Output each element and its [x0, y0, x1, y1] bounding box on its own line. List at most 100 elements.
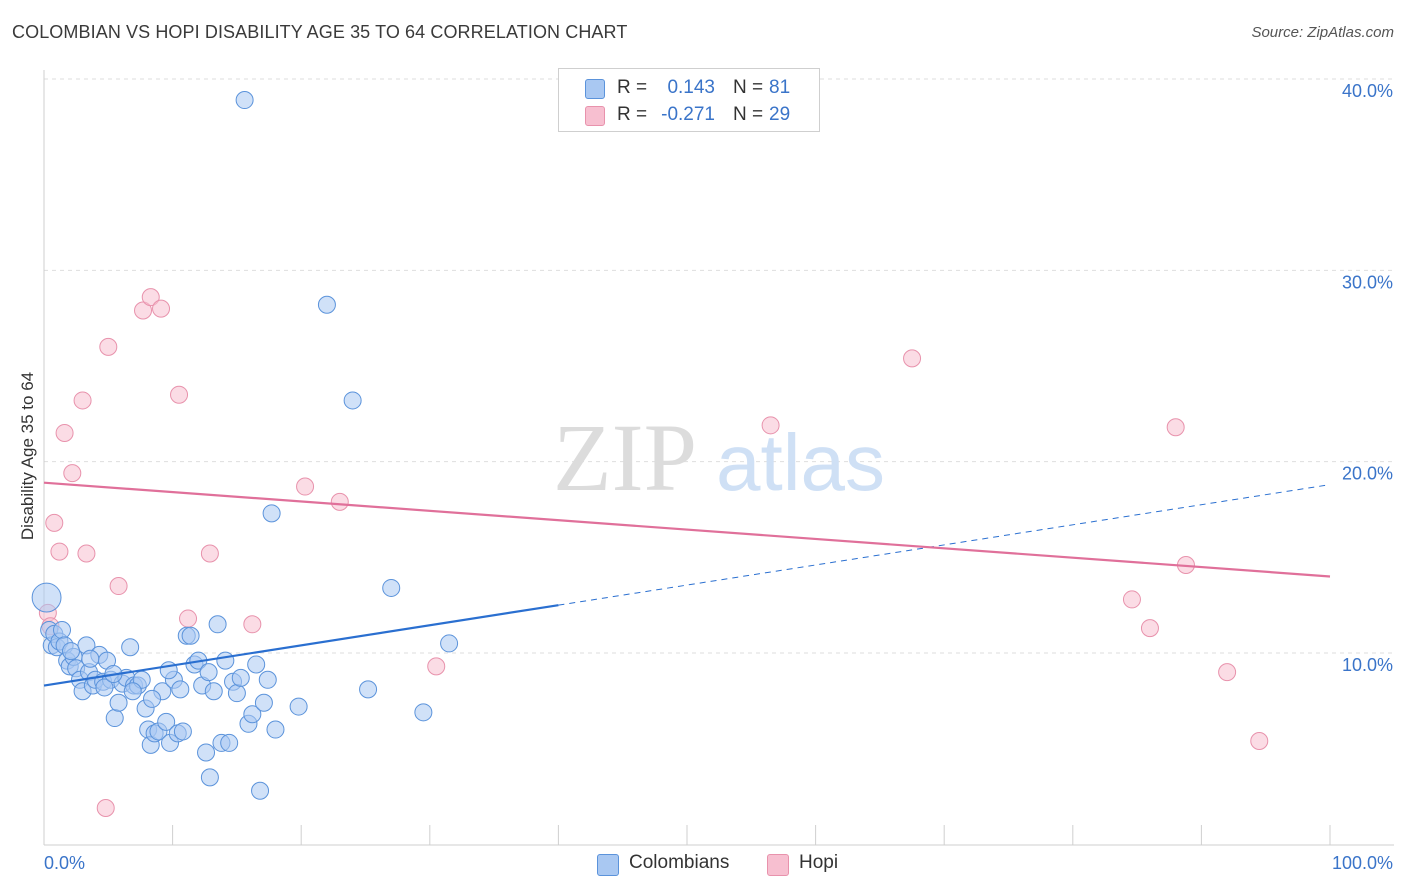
watermark-atlas: atlas	[716, 418, 885, 507]
colombians-point	[231, 668, 250, 687]
hopi-legend-label: Hopi	[799, 852, 839, 873]
hopi-point	[330, 492, 349, 511]
y-tick-label: 20.0%	[1342, 464, 1393, 484]
legend-box: R = 0.143 N = 81 R = -0.271 N = 29	[558, 68, 820, 132]
colombians-trend-line	[43, 604, 559, 687]
colombians-point	[171, 680, 190, 699]
colombians-point	[95, 678, 114, 697]
hopi-point	[73, 391, 92, 410]
colombians-point	[258, 670, 277, 689]
colombians-swatch	[585, 79, 605, 99]
hopi-point	[134, 301, 153, 320]
colombians-point	[197, 743, 216, 762]
colombians-point	[204, 682, 223, 701]
colombians-point	[289, 697, 308, 716]
colombians-point	[157, 712, 176, 731]
hopi-trend-line	[43, 481, 1331, 578]
colombians-point	[105, 709, 124, 728]
colombians-point	[121, 638, 140, 657]
colombians-point	[254, 693, 273, 712]
colombians-point	[173, 722, 192, 741]
legend-n-label: N =	[733, 104, 764, 125]
hopi-legend-swatch	[767, 854, 789, 876]
colombians-point	[200, 768, 219, 787]
hopi-point	[96, 798, 115, 817]
legend-n-label: N =	[733, 77, 764, 98]
colombians-point	[359, 680, 378, 699]
colombians-point	[440, 634, 459, 653]
hopi-point	[1122, 590, 1141, 609]
legend-r-label: R =	[617, 77, 648, 98]
hopi-point	[200, 544, 219, 563]
hopi-point	[63, 464, 82, 483]
trend-lines	[43, 481, 1331, 687]
tick-labels: 10.0% 20.0% 30.0% 40.0% 0.0% 100.0%	[44, 81, 1393, 873]
colombians-point	[317, 295, 336, 314]
colombians-point	[382, 578, 401, 597]
colombians-point	[62, 642, 81, 661]
colombians-legend-label: Colombians	[629, 852, 730, 873]
legend-row-hopi: R = -0.271 N = 29	[559, 100, 819, 128]
colombians-point	[31, 582, 62, 613]
colombians-point	[123, 682, 142, 701]
hopi-swatch	[585, 106, 605, 126]
colombians-point	[81, 649, 100, 668]
hopi-point	[1166, 418, 1185, 437]
hopi-point	[903, 349, 922, 368]
colombians-point	[227, 684, 246, 703]
colombians-point	[251, 781, 270, 800]
y-tick-label: 30.0%	[1342, 272, 1393, 292]
axes	[43, 70, 1394, 846]
x-tick-label: 100.0%	[1332, 853, 1393, 873]
hopi-point	[1218, 663, 1237, 682]
colombians-point	[235, 91, 254, 110]
legend-r-label: R =	[617, 104, 648, 125]
hopi-point	[427, 657, 446, 676]
hopi-point	[77, 544, 96, 563]
colombians-point	[216, 651, 235, 670]
hopi-point	[1140, 619, 1159, 638]
colombians-point	[220, 733, 239, 752]
series-legend: Colombians Hopi	[597, 851, 857, 879]
hopi-point	[141, 288, 160, 307]
hopi-point	[761, 416, 780, 435]
watermark-zip: ZIP	[553, 404, 697, 511]
x-tick-label: 0.0%	[44, 853, 85, 873]
hopi-point	[109, 577, 128, 596]
y-tick-label: 10.0%	[1342, 655, 1393, 675]
colombians-legend-swatch	[597, 854, 619, 876]
hopi-point	[170, 385, 189, 404]
y-tick-label: 40.0%	[1342, 81, 1393, 101]
colombians-point	[243, 705, 262, 724]
chart-title: COLOMBIAN VS HOPI DISABILITY AGE 35 TO 6…	[12, 22, 628, 42]
hopi-r-value: -0.271	[661, 104, 715, 125]
colombians-n-value: 81	[769, 77, 791, 98]
hopi-point	[152, 299, 171, 318]
colombians-point	[208, 615, 227, 634]
colombians-point	[143, 689, 162, 708]
hopi-point	[55, 423, 74, 442]
hopi-point	[179, 609, 198, 628]
colombians-point	[53, 621, 72, 640]
y-axis-label: Disability Age 35 to 64	[18, 372, 37, 540]
colombians-points	[31, 91, 459, 800]
colombians-point	[181, 626, 200, 645]
hopi-point	[50, 542, 69, 561]
hopi-point	[296, 477, 315, 496]
colombians-point	[343, 391, 362, 410]
hopi-n-value: 29	[769, 104, 791, 125]
colombians-point	[247, 655, 266, 674]
hopi-point	[99, 337, 118, 356]
colombians-r-value: 0.143	[667, 77, 715, 98]
source-label: Source: ZipAtlas.com	[1251, 24, 1394, 41]
colombians-point	[199, 663, 218, 682]
hopi-point	[1250, 732, 1269, 751]
legend-row-colombians: R = 0.143 N = 81	[559, 73, 819, 101]
colombians-point	[109, 693, 128, 712]
colombians-point	[414, 703, 433, 722]
colombians-point	[262, 504, 281, 523]
watermark: ZIP atlas	[553, 404, 885, 511]
hopi-point	[45, 513, 64, 532]
colombians-trend-extension	[558, 484, 1331, 606]
